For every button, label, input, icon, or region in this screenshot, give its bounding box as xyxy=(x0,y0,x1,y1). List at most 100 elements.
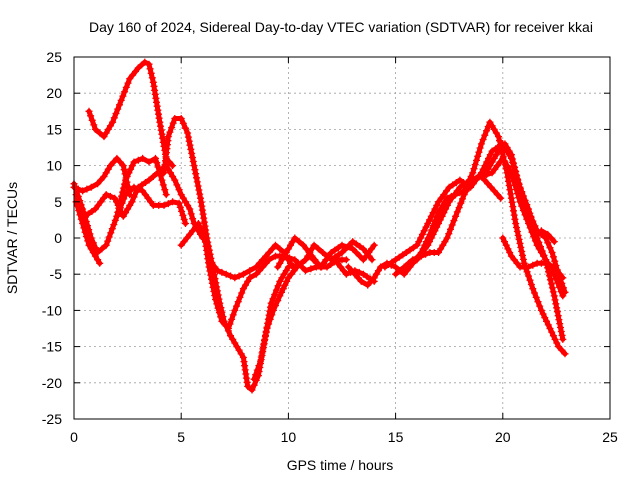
data-point xyxy=(559,274,567,282)
data-point xyxy=(96,259,104,267)
data-point xyxy=(269,306,277,314)
data-point xyxy=(108,225,116,233)
data-point xyxy=(527,281,535,288)
data-point xyxy=(527,212,535,220)
data-point xyxy=(493,191,501,199)
data-point xyxy=(139,154,147,162)
data-point xyxy=(488,158,496,166)
x-tick-label: 25 xyxy=(602,429,618,445)
data-point xyxy=(85,241,93,249)
data-point xyxy=(119,212,127,220)
data-point xyxy=(516,239,524,247)
data-point xyxy=(278,274,286,282)
data-point xyxy=(260,341,268,349)
data-point xyxy=(194,182,202,190)
data-point xyxy=(359,270,367,278)
data-point xyxy=(310,241,318,249)
data-point xyxy=(261,337,268,345)
data-point xyxy=(123,178,131,186)
data-point xyxy=(222,270,230,278)
data-point xyxy=(74,185,82,193)
data-point xyxy=(475,148,483,156)
data-point xyxy=(448,194,456,202)
data-point xyxy=(89,239,97,247)
data-point xyxy=(537,306,545,314)
data-point xyxy=(349,238,357,246)
data-point xyxy=(119,162,127,170)
data-point xyxy=(113,198,120,206)
data-point xyxy=(400,270,408,278)
data-point xyxy=(483,127,490,135)
data-point xyxy=(287,259,294,267)
data-point xyxy=(460,181,467,189)
data-point xyxy=(544,239,552,247)
data-point xyxy=(418,230,426,238)
data-point xyxy=(114,105,122,113)
x-tick-label: 5 xyxy=(177,429,185,445)
data-point xyxy=(77,215,85,223)
data-point xyxy=(443,187,450,195)
data-point xyxy=(352,249,360,256)
data-point xyxy=(317,263,325,271)
data-point xyxy=(94,201,102,209)
y-tick-label: 0 xyxy=(54,230,62,246)
data-point xyxy=(370,241,378,249)
data-point xyxy=(506,186,514,194)
data-point xyxy=(473,174,481,182)
data-point xyxy=(110,114,118,122)
data-point xyxy=(553,304,561,312)
data-point xyxy=(252,371,260,379)
data-point xyxy=(102,169,110,177)
data-point xyxy=(111,194,119,202)
data-point xyxy=(218,317,226,325)
data-point xyxy=(505,182,513,189)
data-point xyxy=(156,118,164,126)
data-point xyxy=(342,245,350,253)
data-point xyxy=(194,220,202,227)
data-point xyxy=(192,223,199,231)
data-point xyxy=(284,245,292,253)
y-axis-label: SDTVAR / TECUs xyxy=(4,182,20,294)
data-point xyxy=(134,185,142,193)
data-point xyxy=(182,124,189,132)
data-point xyxy=(256,259,263,267)
y-tick-label: -5 xyxy=(50,266,63,282)
data-point xyxy=(484,180,492,188)
data-point xyxy=(549,253,557,261)
data-point xyxy=(238,289,246,297)
data-point xyxy=(518,189,526,197)
data-point xyxy=(517,243,525,251)
data-point xyxy=(486,151,494,159)
data-point xyxy=(171,115,179,122)
data-point xyxy=(522,203,530,211)
data-point xyxy=(267,299,275,307)
data-point xyxy=(144,194,152,202)
data-point xyxy=(242,374,250,382)
data-point xyxy=(104,237,112,245)
y-tick-label: -20 xyxy=(42,375,62,391)
data-point xyxy=(85,107,93,115)
data-point xyxy=(546,325,554,332)
data-point xyxy=(442,205,450,213)
data-point xyxy=(505,165,513,173)
data-point xyxy=(109,118,117,126)
data-point xyxy=(535,245,543,253)
data-point xyxy=(246,274,254,282)
data-point xyxy=(556,320,564,328)
data-point xyxy=(302,256,310,264)
data-point xyxy=(547,280,555,288)
data-point xyxy=(348,267,356,275)
data-point xyxy=(128,198,136,206)
data-point xyxy=(178,207,186,215)
data-point xyxy=(160,201,168,209)
data-point xyxy=(197,224,204,232)
data-point xyxy=(287,270,295,278)
data-point xyxy=(553,308,561,316)
data-point xyxy=(152,154,159,162)
data-point xyxy=(196,190,204,198)
data-point xyxy=(185,137,193,145)
data-point xyxy=(149,173,157,180)
data-point xyxy=(509,203,517,211)
data-point xyxy=(145,176,153,184)
